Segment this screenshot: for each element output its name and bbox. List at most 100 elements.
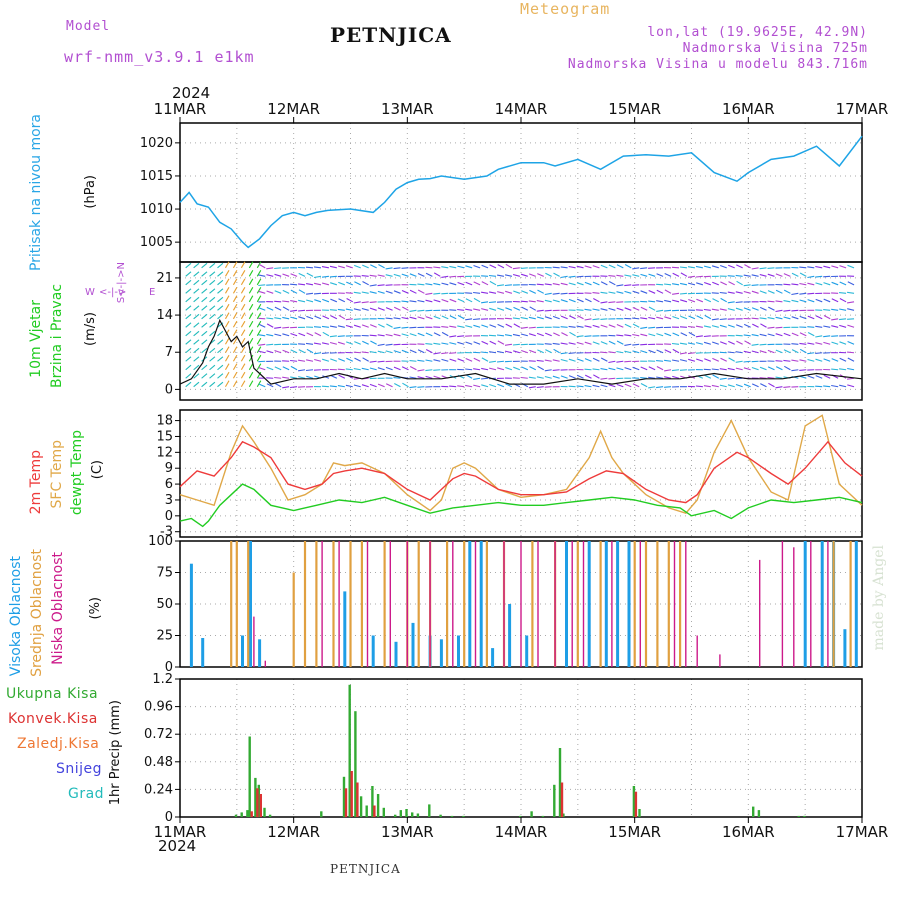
wind-barb bbox=[759, 267, 767, 270]
wind-barb bbox=[266, 323, 274, 328]
wind-barb bbox=[584, 298, 592, 303]
wind-barb bbox=[743, 290, 751, 294]
wind-barb bbox=[815, 342, 823, 345]
wind-barb bbox=[775, 349, 783, 354]
wind-barb bbox=[600, 291, 608, 294]
wind-barb bbox=[831, 298, 839, 303]
wind-barb bbox=[248, 380, 254, 388]
wind-barb bbox=[679, 352, 688, 355]
wind-barb bbox=[240, 320, 246, 328]
wind-barb bbox=[576, 282, 584, 286]
wind-barb bbox=[266, 317, 274, 320]
wind-barb bbox=[449, 298, 457, 303]
wind-barb bbox=[568, 275, 576, 278]
wind-barb bbox=[393, 343, 401, 346]
precip-bar-1 bbox=[350, 771, 353, 817]
wind-barb bbox=[632, 333, 640, 337]
wind-barb bbox=[584, 335, 592, 337]
wind-barb bbox=[529, 306, 537, 311]
wind-barb bbox=[185, 364, 192, 371]
wind-barb bbox=[274, 382, 282, 388]
cloud-bar-2 bbox=[810, 541, 812, 667]
wind-barb bbox=[489, 340, 497, 345]
wind-barb bbox=[258, 383, 266, 388]
wind-barb bbox=[449, 335, 457, 338]
wind-barb bbox=[735, 291, 743, 294]
wind-barb bbox=[767, 300, 775, 303]
panel-precipitation: 0 0.24 0.48 0.72 0.96 1.2 bbox=[144, 672, 863, 825]
wind-barb bbox=[807, 326, 815, 328]
wind-barb bbox=[321, 266, 330, 269]
wind-barb bbox=[433, 299, 441, 303]
precip-bar-0 bbox=[376, 794, 380, 817]
wind-barb bbox=[457, 385, 465, 388]
wind-barb bbox=[193, 339, 200, 345]
wind-barb bbox=[711, 308, 719, 311]
wind-barb bbox=[560, 358, 568, 362]
y-tick-label: 0 bbox=[165, 810, 173, 825]
wind-barb bbox=[584, 385, 592, 388]
wind-barb bbox=[656, 316, 664, 320]
wind-barb bbox=[201, 288, 208, 294]
wind-barb bbox=[839, 318, 847, 321]
wind-barb bbox=[759, 343, 767, 346]
wind-barb bbox=[624, 360, 632, 363]
wind-barb bbox=[433, 342, 441, 345]
wind-barb bbox=[409, 386, 417, 389]
wind-barb bbox=[345, 368, 353, 371]
wind-barb bbox=[568, 385, 576, 388]
cloud-bar-2 bbox=[582, 541, 585, 667]
wind-barb bbox=[600, 368, 608, 371]
wind-barb bbox=[759, 350, 767, 354]
precip-bar-0 bbox=[405, 809, 408, 817]
wind-barb bbox=[282, 273, 290, 277]
wind-barb bbox=[256, 346, 262, 354]
wind-barb bbox=[680, 315, 688, 320]
wind-barb bbox=[767, 366, 775, 371]
wind-barb bbox=[457, 314, 465, 320]
wind-barb bbox=[361, 291, 369, 294]
wind-barb bbox=[313, 292, 321, 295]
wind-barb bbox=[775, 289, 783, 294]
precip-bar-1 bbox=[560, 782, 564, 817]
wind-barb bbox=[473, 297, 481, 303]
wind-barb bbox=[409, 309, 417, 312]
wind-barb bbox=[345, 308, 353, 311]
wind-barb bbox=[489, 360, 497, 363]
wind-barb bbox=[224, 312, 230, 320]
wind-barb bbox=[306, 332, 314, 337]
wind-barb bbox=[528, 300, 536, 303]
precip-bar-1 bbox=[259, 794, 262, 817]
wind-barb bbox=[290, 365, 298, 371]
wind-barb bbox=[417, 349, 425, 354]
wind-barb bbox=[600, 357, 608, 362]
wind-barb bbox=[290, 349, 298, 354]
wind-barb bbox=[209, 322, 216, 328]
wind-barb bbox=[417, 332, 425, 337]
wind-barb bbox=[640, 267, 648, 270]
precip-bar-0 bbox=[268, 814, 272, 817]
wind-barb bbox=[735, 274, 743, 277]
wind-barb bbox=[425, 272, 433, 277]
cloud-bar-2 bbox=[571, 541, 573, 667]
wind-barb bbox=[240, 354, 246, 362]
wind-barb bbox=[274, 317, 282, 320]
wind-barb bbox=[512, 333, 520, 337]
wind-barb bbox=[449, 352, 457, 354]
wind-barb bbox=[544, 292, 552, 296]
wind-barb bbox=[185, 356, 192, 362]
wind-barb bbox=[481, 281, 489, 286]
wind-barb bbox=[193, 381, 200, 388]
wind-barb bbox=[712, 341, 719, 345]
wind-barb bbox=[425, 349, 433, 354]
wind-barb bbox=[593, 298, 600, 303]
wind-barb bbox=[784, 365, 791, 371]
x-tick-label-top: 13MAR bbox=[381, 100, 434, 118]
wind-barb bbox=[481, 351, 489, 354]
wind-barb bbox=[839, 357, 847, 362]
wind-barb bbox=[298, 369, 306, 372]
wind-barb bbox=[520, 273, 528, 277]
wind-barb bbox=[345, 384, 353, 388]
wind-barb bbox=[258, 350, 266, 354]
wind-barb bbox=[751, 284, 759, 286]
